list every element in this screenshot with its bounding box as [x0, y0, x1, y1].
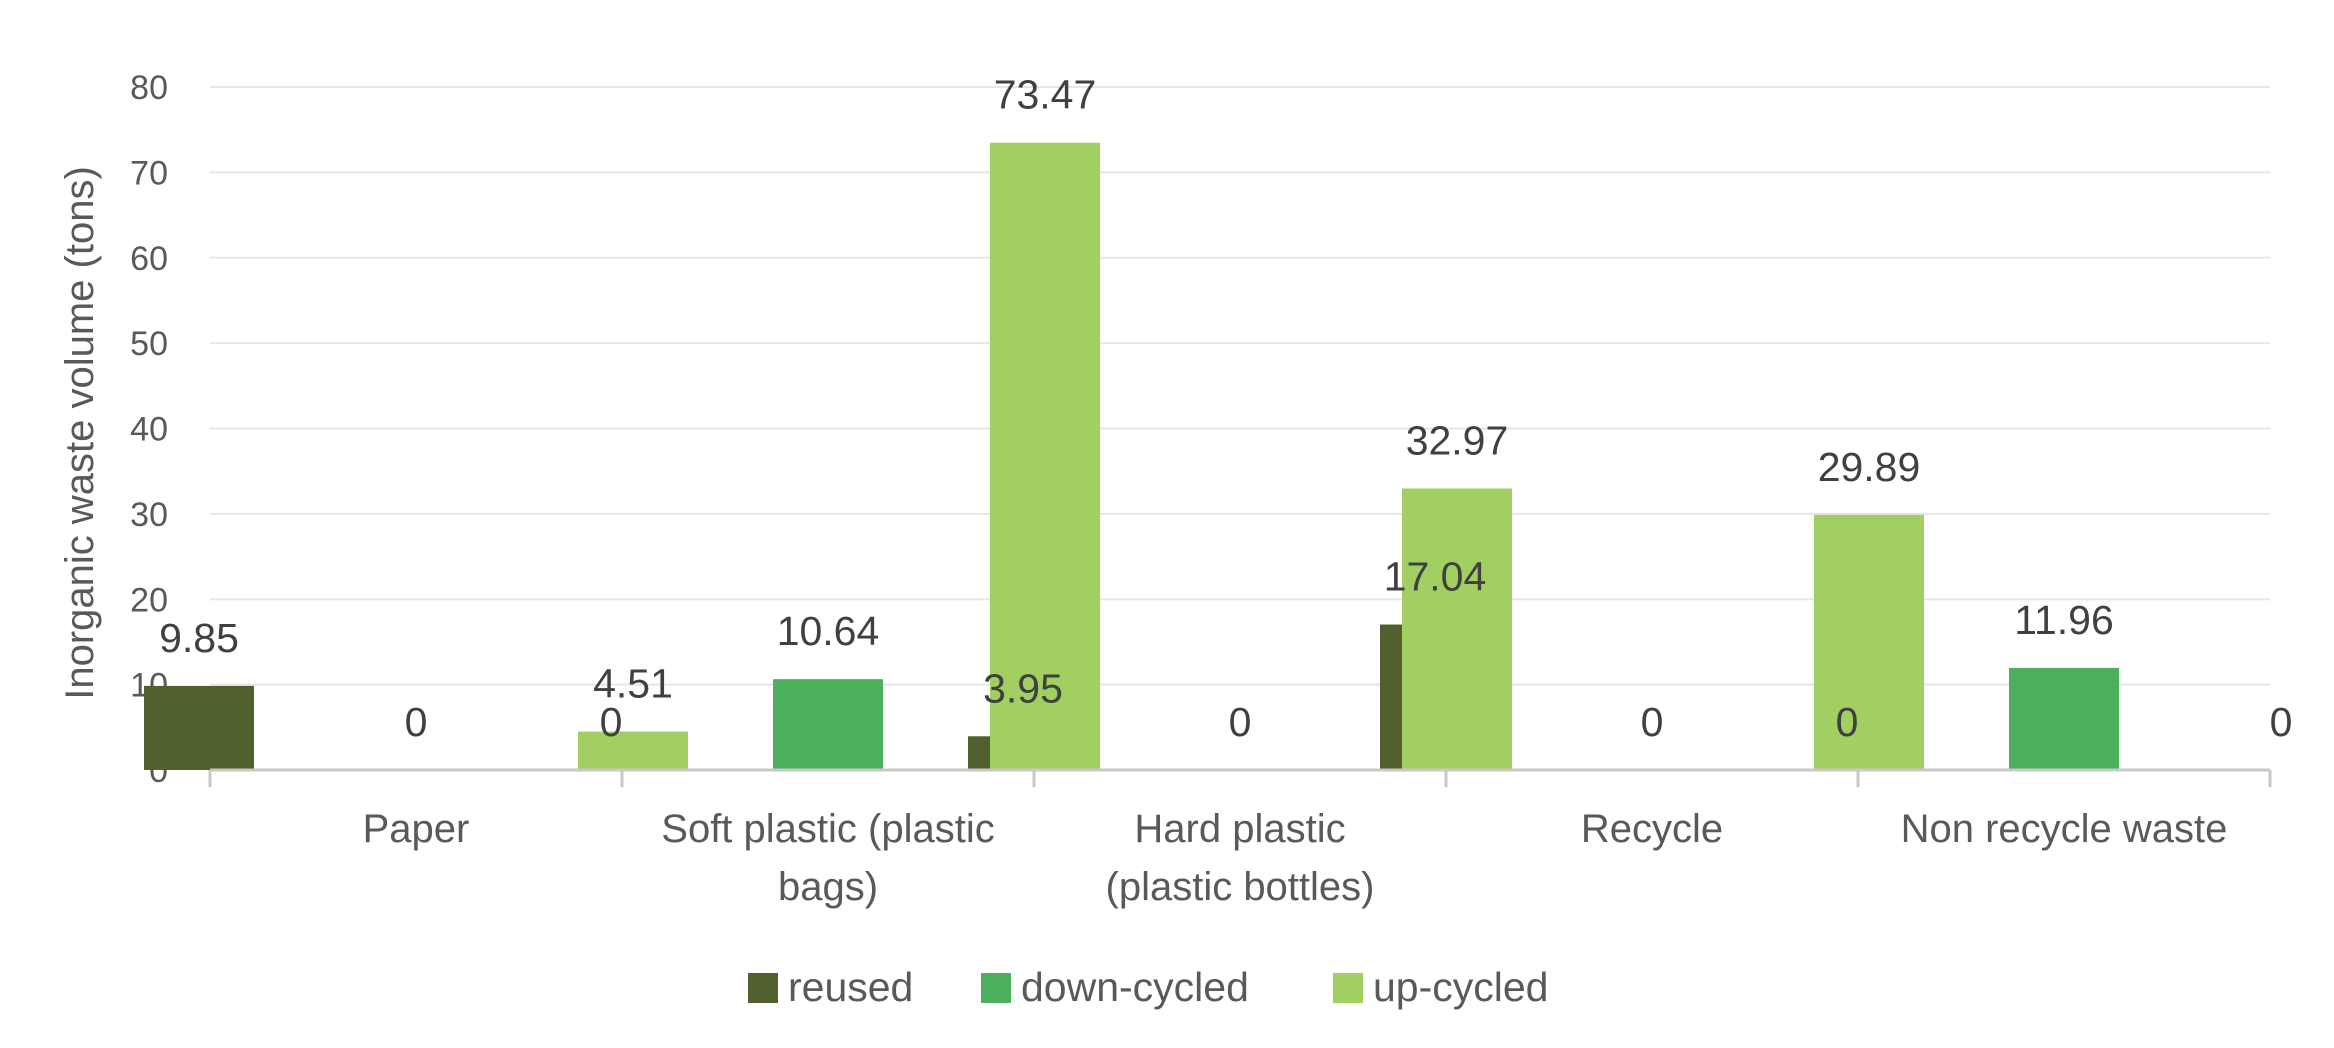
legend-label-down-cycled: down-cycled: [1021, 964, 1249, 1010]
y-tick-label: 30: [130, 496, 168, 534]
gridlines: [210, 86, 2270, 686]
bar-up-cycled: [1402, 488, 1512, 770]
data-label: 0: [1836, 699, 1859, 745]
y-tick-label: 20: [130, 581, 168, 619]
category-labels: Paper Soft plastic (plastic bags) Hard plas…: [363, 807, 2228, 909]
data-label: 0: [2270, 699, 2293, 745]
y-tick-label: 80: [130, 69, 168, 107]
category-label: Paper: [363, 807, 470, 851]
bar-up-cycled: [1814, 514, 1924, 770]
bar-up-cycled: [990, 142, 1100, 770]
category-label: Non recycle waste: [1901, 807, 2228, 851]
category-label: Hard plastic: [1134, 807, 1345, 851]
legend-swatch-up-cycled: [1333, 973, 1363, 1003]
data-labels: 9.85 0 3.95 17.04 0 0 10.64 0 0 11.96 4.51 73.47 32.…: [159, 72, 2292, 745]
bar-reused: [144, 685, 254, 770]
category-label: Recycle: [1581, 807, 1723, 851]
data-label: 3.95: [983, 665, 1063, 711]
bars: [144, 142, 2119, 770]
legend-swatch-down-cycled: [981, 973, 1011, 1003]
bar-down-cycled: [2009, 667, 2119, 770]
data-label: 0: [1229, 699, 1252, 745]
data-label: 29.89: [1818, 444, 1921, 490]
data-label: 0: [405, 699, 428, 745]
data-label: 10.64: [777, 608, 880, 654]
data-label: 0: [600, 699, 623, 745]
category-label: Soft plastic (plastic: [661, 807, 994, 851]
y-axis-title: Inorganic waste volume (tons): [58, 166, 102, 700]
legend-label-reused: reused: [788, 964, 913, 1010]
y-tick-label: 50: [130, 325, 168, 363]
y-tick-label: 70: [130, 154, 168, 192]
data-label: 4.51: [593, 660, 673, 706]
legend: reused down-cycled up-cycled: [748, 964, 1548, 1010]
y-tick-label: 60: [130, 240, 168, 278]
data-label: 0: [1641, 699, 1664, 745]
legend-label-up-cycled: up-cycled: [1373, 964, 1548, 1010]
bar-up-cycled: [578, 731, 688, 770]
data-label: 32.97: [1406, 418, 1509, 464]
legend-swatch-reused: [748, 973, 778, 1003]
bar-down-cycled: [773, 679, 883, 770]
data-label: 17.04: [1384, 554, 1487, 600]
category-label: (plastic bottles): [1106, 865, 1375, 909]
x-axis: [208, 768, 2272, 787]
y-tick-label: 40: [130, 411, 168, 449]
category-label: bags): [778, 865, 878, 909]
data-label: 73.47: [994, 72, 1097, 118]
data-label: 9.85: [159, 615, 239, 661]
data-label: 11.96: [2014, 597, 2114, 643]
